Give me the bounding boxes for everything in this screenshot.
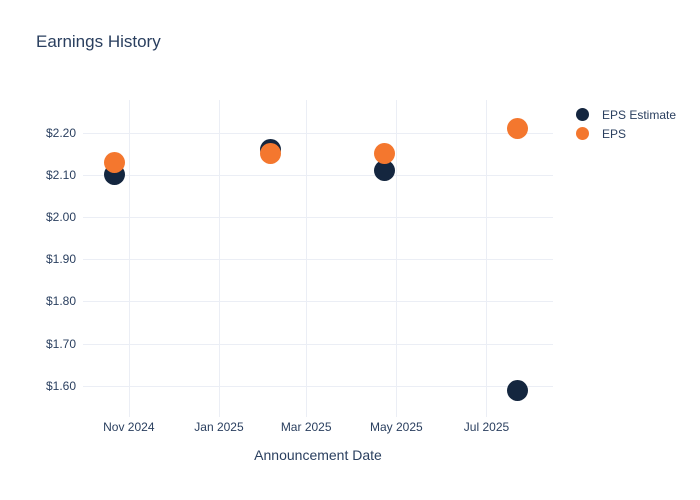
data-point-eps-estimate-3[interactable] <box>507 379 529 401</box>
data-point-eps-2[interactable] <box>374 143 395 165</box>
y-gridline <box>83 301 553 303</box>
legend-label-eps: EPS <box>602 126 627 141</box>
x-tick <box>486 412 488 417</box>
x-gridline <box>306 100 308 412</box>
x-tick <box>306 412 308 417</box>
y-gridline <box>83 385 553 387</box>
x-axis-title: Announcement Date <box>254 447 382 463</box>
x-tick-label: Jan 2025 <box>194 420 244 434</box>
y-tick-label: $1.70 <box>45 336 76 351</box>
y-gridline <box>83 343 553 345</box>
legend: EPS Estimate EPS <box>572 105 676 143</box>
data-point-eps-estimate-2[interactable] <box>374 160 395 181</box>
y-tick-label: $2.10 <box>45 167 76 182</box>
x-gridline <box>396 100 398 412</box>
eps-estimate-legend-marker-icon <box>576 108 589 121</box>
x-gridline <box>218 100 220 412</box>
data-point-eps-1[interactable] <box>260 143 282 165</box>
data-point-eps-0[interactable] <box>103 151 125 173</box>
x-tick <box>128 412 130 417</box>
legend-item-eps-estimate[interactable]: EPS Estimate <box>572 105 676 124</box>
y-tick-label: $1.60 <box>45 378 76 393</box>
y-gridline <box>83 132 553 134</box>
y-tick-label: $2.20 <box>45 125 76 140</box>
x-tick-label: Nov 2024 <box>103 420 155 434</box>
x-tick <box>396 412 398 417</box>
legend-item-eps[interactable]: EPS <box>572 124 676 143</box>
x-tick-label: Jul 2025 <box>463 420 510 434</box>
y-tick-label: $1.90 <box>45 252 76 267</box>
data-point-eps-3[interactable] <box>507 117 529 139</box>
y-gridline <box>83 174 553 176</box>
y-tick-label: $1.80 <box>45 294 76 309</box>
x-gridline <box>486 100 488 412</box>
x-tick <box>218 412 220 417</box>
x-tick-label: May 2025 <box>369 420 423 434</box>
x-tick-label: Mar 2025 <box>280 420 332 434</box>
y-gridline <box>83 216 553 218</box>
plot-area[interactable] <box>83 100 553 412</box>
y-gridline <box>83 259 553 261</box>
x-gridline <box>128 100 130 412</box>
legend-label-eps-estimate: EPS Estimate <box>602 107 677 122</box>
chart-title: Earnings History <box>36 32 161 51</box>
y-tick-label: $2.00 <box>45 209 76 224</box>
eps-legend-marker-icon <box>576 127 589 140</box>
